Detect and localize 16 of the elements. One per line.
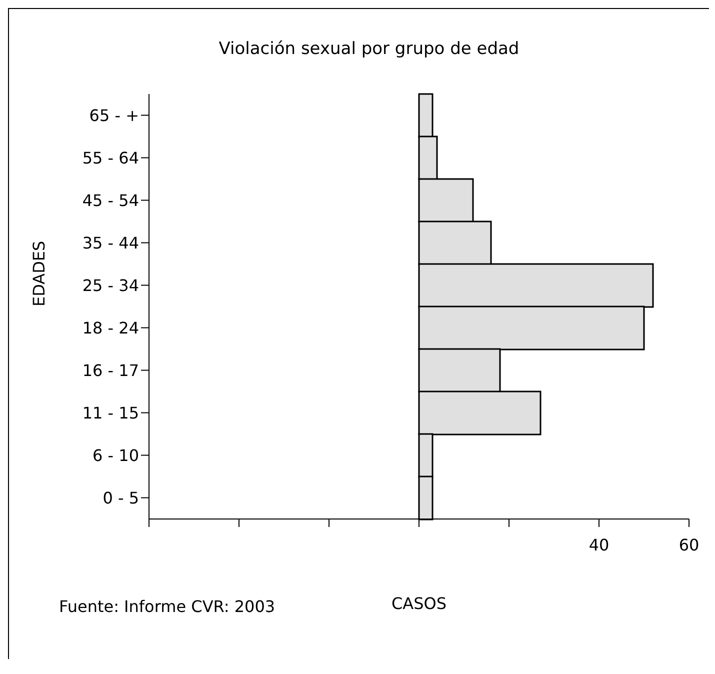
y-tick-label: 0 - 5	[102, 488, 139, 508]
source-note: Fuente: Informe CVR: 2003	[59, 597, 276, 616]
y-tick-label: 6 - 10	[92, 446, 139, 465]
y-tick-label: 16 - 17	[82, 360, 139, 380]
y-tick-label: 25 - 34	[82, 276, 139, 295]
y-tick-label: 18 - 24	[82, 318, 139, 338]
y-tick-label: 45 - 54	[82, 190, 139, 210]
chart-title: Violación sexual por grupo de edad	[218, 39, 520, 59]
x-tick-label: 40	[588, 535, 610, 554]
x-tick-label: 60	[678, 535, 700, 554]
y-tick-label: 55 - 64	[82, 148, 139, 168]
y-axis-title: EDADES	[30, 240, 49, 306]
y-tick-label: 65 - +	[89, 106, 139, 125]
x-axis-title: CASOS	[391, 594, 447, 613]
y-tick-label: 11 - 15	[82, 403, 139, 422]
y-tick-label: 35 - 44	[82, 233, 139, 252]
